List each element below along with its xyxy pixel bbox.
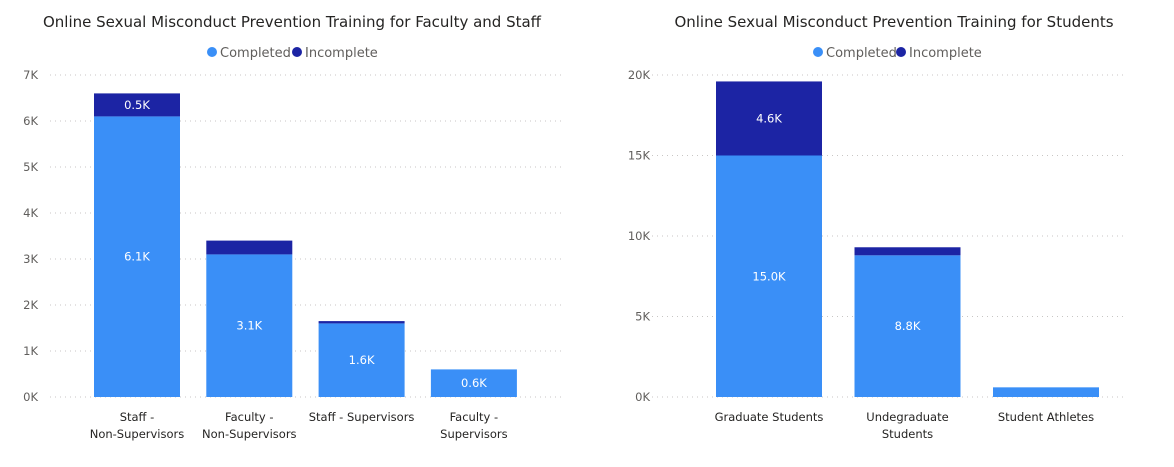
x-category-label: Supervisors	[440, 427, 507, 441]
x-category-label: Students	[882, 427, 933, 441]
legend: Completed Incomplete	[207, 46, 378, 61]
bar-completed[interactable]	[430, 369, 517, 397]
y-tick-label: 2K	[23, 298, 38, 312]
x-category-label: Staff - Supervisors	[309, 410, 415, 424]
y-tick-label: 3K	[23, 252, 38, 266]
data-label: 1.6K	[349, 353, 375, 367]
bar-incomplete[interactable]	[318, 321, 405, 324]
x-category-label: Undegraduate	[866, 410, 948, 424]
x-category-label: Staff -	[120, 410, 155, 424]
legend-label-completed: Completed	[826, 46, 897, 61]
y-tick-label: 1K	[23, 344, 38, 358]
x-category-label: Faculty -	[225, 410, 274, 424]
data-label: 0.6K	[461, 376, 487, 390]
x-category-label: Student Athletes	[998, 410, 1094, 424]
chart-title: Online Sexual Misconduct Prevention Trai…	[43, 13, 542, 31]
y-tick-label: 10K	[628, 229, 651, 243]
legend-label-incomplete: Incomplete	[909, 46, 982, 61]
x-category-label: Non-Supervisors	[202, 427, 297, 441]
bar-incomplete[interactable]	[716, 81, 822, 156]
chart-students: Online Sexual Misconduct Prevention Trai…	[628, 13, 1127, 441]
y-tick-label: 15K	[628, 149, 651, 163]
y-tick-label: 6K	[23, 114, 38, 128]
legend-marker-incomplete	[292, 47, 302, 57]
y-tick-label: 5K	[635, 310, 650, 324]
bar-completed[interactable]	[318, 323, 405, 397]
chart-title: Online Sexual Misconduct Prevention Trai…	[674, 13, 1113, 31]
legend: Completed Incomplete	[813, 46, 982, 61]
bar-incomplete[interactable]	[94, 93, 180, 117]
data-label: 6.1K	[124, 250, 150, 264]
data-label: 3.1K	[236, 319, 262, 333]
x-category-label: Non-Supervisors	[90, 427, 185, 441]
chart-faculty-staff: Online Sexual Misconduct Prevention Trai…	[23, 13, 565, 441]
bar-completed[interactable]	[94, 116, 180, 398]
bar-completed[interactable]	[716, 155, 822, 398]
y-tick-label: 20K	[628, 68, 651, 82]
data-label: 15.0K	[752, 269, 786, 283]
y-tick-label: 0K	[23, 390, 38, 404]
bar-incomplete[interactable]	[206, 240, 293, 255]
x-category-label: Graduate Students	[715, 410, 824, 424]
data-label: 8.8K	[895, 319, 921, 333]
bar-incomplete[interactable]	[854, 247, 961, 256]
bar-completed[interactable]	[854, 255, 961, 397]
bar-completed[interactable]	[993, 387, 1099, 397]
y-tick-label: 7K	[23, 68, 38, 82]
legend-label-completed: Completed	[220, 46, 291, 61]
legend-marker-completed	[207, 47, 217, 57]
y-tick-label: 4K	[23, 206, 38, 220]
data-label: 0.5K	[124, 98, 150, 112]
data-label: 4.6K	[756, 111, 782, 125]
legend-marker-incomplete	[896, 47, 906, 57]
legend-marker-completed	[813, 47, 823, 57]
x-category-label: Faculty -	[450, 410, 499, 424]
y-tick-label: 5K	[23, 160, 38, 174]
y-tick-label: 0K	[635, 390, 650, 404]
legend-label-incomplete: Incomplete	[305, 46, 378, 61]
bar-completed[interactable]	[206, 254, 293, 397]
